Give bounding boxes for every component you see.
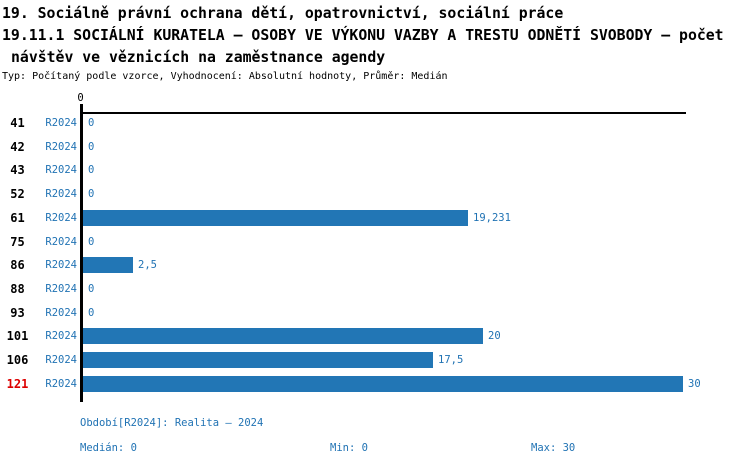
bar-row: 43 R2024 0 (0, 159, 750, 181)
series-label: R2024 (45, 330, 77, 343)
bar-row: 41 R2024 0 (0, 112, 750, 134)
bar (83, 257, 133, 274)
category-label: 88 (10, 281, 25, 296)
category-label: 42 (10, 139, 25, 154)
value-label: 0 (88, 282, 95, 295)
footer-min: Min: 0 (330, 442, 368, 454)
category-label: 75 (10, 234, 25, 249)
category-label: 101 (6, 329, 29, 344)
value-label: 17,5 (438, 354, 464, 366)
category-label: 121 (6, 376, 29, 391)
series-label: R2024 (45, 235, 77, 248)
category-label: 52 (10, 187, 25, 202)
series-label: R2024 (45, 306, 77, 319)
bar-row: 88 R2024 0 (0, 278, 750, 300)
series-label: R2024 (45, 211, 77, 224)
value-label: 2,5 (138, 259, 157, 272)
series-label: R2024 (45, 164, 77, 177)
title-meta: Typ: Počítaný podle vzorce, Vyhodnocení:… (2, 71, 448, 82)
series-label: R2024 (45, 140, 77, 153)
value-label: 0 (88, 188, 95, 201)
bar-row: 42 R2024 0 (0, 136, 750, 158)
bar-row: 86 R2024 2,5 (0, 254, 750, 276)
category-label: 93 (10, 305, 25, 320)
bar (83, 375, 683, 392)
category-label: 41 (10, 116, 25, 130)
footer-max: Max: 30 (531, 442, 576, 454)
axis-vertical-line (80, 104, 83, 402)
category-label: 61 (10, 210, 25, 225)
value-label: 0 (88, 235, 95, 248)
bar (83, 328, 483, 345)
value-label: 0 (88, 140, 95, 153)
bar-row: 75 R2024 0 (0, 231, 750, 253)
value-label: 30 (688, 377, 701, 390)
bar-row: 61 R2024 19,231 (0, 207, 750, 229)
bar-row: 121 R2024 30 (0, 373, 750, 395)
bar (83, 209, 468, 226)
title-line-3: návštěv ve věznicích na zaměstnance agen… (11, 49, 386, 66)
title-line-1: 19. Sociálně právní ochrana dětí, opatro… (2, 5, 564, 22)
series-label: R2024 (45, 188, 77, 201)
value-label: 20 (488, 330, 501, 343)
footer-median: Medián: 0 (80, 442, 137, 454)
series-label: R2024 (45, 259, 77, 272)
category-label: 106 (6, 353, 29, 367)
bar (83, 352, 433, 368)
value-label: 0 (88, 306, 95, 319)
category-label: 43 (10, 163, 25, 178)
axis-top-line (80, 112, 686, 114)
bar-row: 101 R2024 20 (0, 325, 750, 347)
series-label: R2024 (45, 377, 77, 390)
series-label: R2024 (45, 117, 77, 129)
bar-row: 52 R2024 0 (0, 183, 750, 205)
bar-row: 93 R2024 0 (0, 302, 750, 324)
axis-zero-tick-label: 0 (77, 92, 84, 104)
value-label: 0 (88, 117, 95, 129)
title-line-2: 19.11.1 SOCIÁLNÍ KURATELA – OSOBY VE VÝK… (2, 27, 724, 44)
bar-row: 106 R2024 17,5 (0, 349, 750, 371)
value-label: 0 (88, 164, 95, 177)
series-label: R2024 (45, 354, 77, 366)
series-label: R2024 (45, 282, 77, 295)
value-label: 19,231 (473, 211, 511, 224)
footer-period: Období[R2024]: Realita – 2024 (80, 417, 264, 429)
category-label: 86 (10, 258, 25, 273)
